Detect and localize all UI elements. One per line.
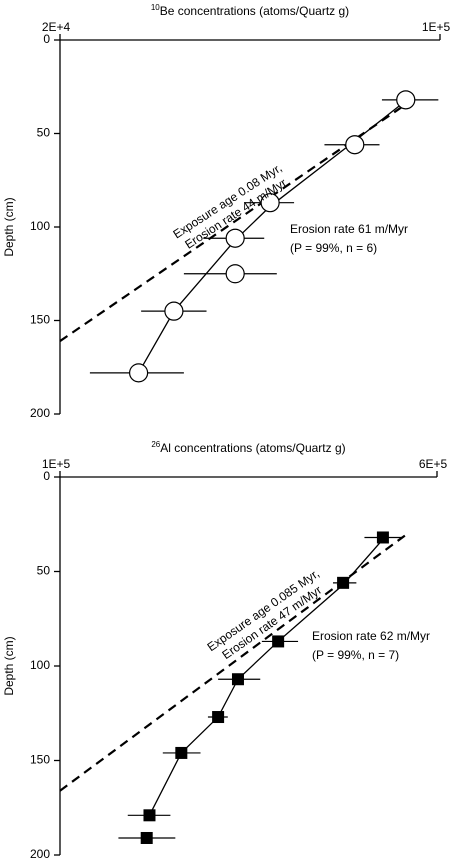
x-tick-label: 2E+4 xyxy=(42,20,71,34)
x-axis-label-text: Be concentrations (atoms/Quartz g) xyxy=(160,4,349,18)
fit-annotation: (P = 99%, n = 7) xyxy=(312,648,399,662)
chart: 26Al concentrations (atoms/Quartz g) 1E+5… xyxy=(2,440,447,861)
data-point xyxy=(164,301,184,321)
y-tick-label: 100 xyxy=(30,658,50,672)
chart: 10Be concentrations (atoms/Quartz g) 2E+4… xyxy=(2,3,450,420)
data-point xyxy=(272,635,285,648)
fit-line xyxy=(138,95,413,374)
data-point xyxy=(212,711,225,724)
data-point xyxy=(337,576,350,589)
x-axis-label-text: Al concentrations (atoms/Quartz g) xyxy=(160,441,345,455)
x-axis-label-superscript: 26 xyxy=(151,440,160,449)
data-point xyxy=(225,264,245,284)
x-tick-label: 6E+5 xyxy=(419,457,448,471)
data-point xyxy=(140,831,153,844)
y-tick-label: 50 xyxy=(37,126,51,140)
data-point xyxy=(128,363,149,383)
data-point xyxy=(143,809,156,822)
fit-annotation: Erosion rate 61 m/Myr xyxy=(290,222,408,236)
data-point xyxy=(225,228,245,248)
data-point xyxy=(231,673,244,686)
y-tick-label: 150 xyxy=(30,313,50,327)
y-tick-label: 200 xyxy=(30,406,50,420)
data-point xyxy=(260,193,280,213)
fit-annotation: (P = 99%, n = 6) xyxy=(290,241,377,255)
data-point xyxy=(345,135,365,155)
y-tick-label: 150 xyxy=(30,753,50,767)
x-tick-label: 1E+5 xyxy=(422,20,451,34)
x-axis-label: 26Al concentrations (atoms/Quartz g) xyxy=(151,440,345,455)
x-axis-label: 10Be concentrations (atoms/Quartz g) xyxy=(151,3,349,18)
x-tick-label: 1E+5 xyxy=(42,457,71,471)
y-tick-label: 50 xyxy=(37,564,51,578)
data-point xyxy=(396,90,416,110)
exposure-line xyxy=(59,97,416,342)
y-tick-label: 0 xyxy=(43,469,50,483)
data-point xyxy=(175,746,188,759)
y-axis-label: Depth (cm) xyxy=(2,197,16,256)
x-axis-label-superscript: 10 xyxy=(151,3,160,12)
exposure-line xyxy=(59,534,406,792)
y-tick-label: 0 xyxy=(43,32,50,46)
y-axis-label: Depth (cm) xyxy=(2,636,16,695)
y-tick-label: 100 xyxy=(30,219,50,233)
data-point xyxy=(376,531,389,544)
y-tick-label: 200 xyxy=(30,847,50,861)
fit-annotation: Erosion rate 62 m/Myr xyxy=(312,629,430,643)
